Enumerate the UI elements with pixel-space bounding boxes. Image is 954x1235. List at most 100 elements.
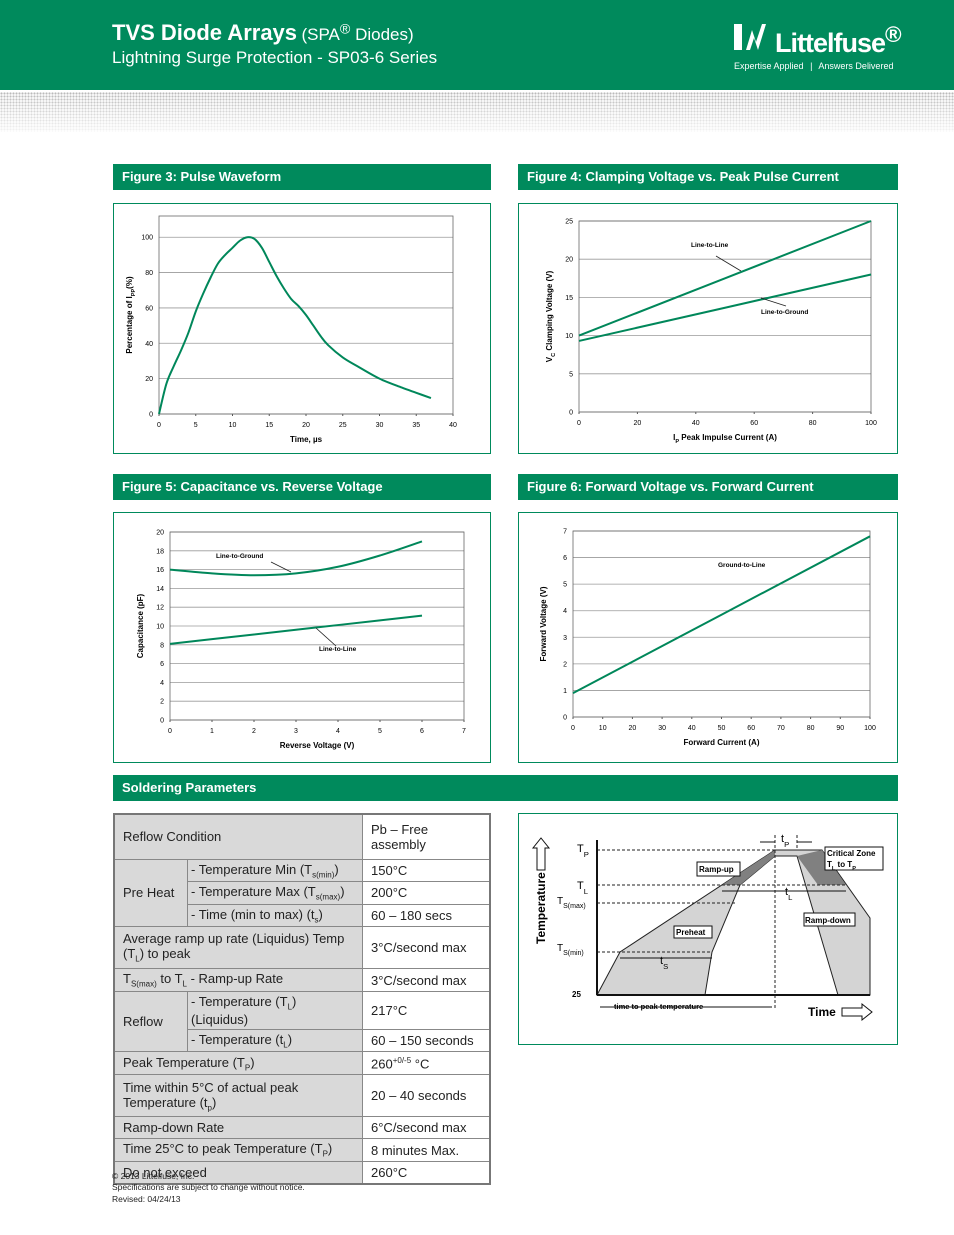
- text-part: to T: [835, 860, 852, 869]
- series-line: [158, 236, 432, 415]
- y-tick-label: 14: [156, 586, 164, 593]
- dot-band: [0, 92, 954, 132]
- script-text: L: [287, 1002, 293, 1012]
- script-text: S(min): [563, 950, 584, 957]
- y-tick-label: 3: [563, 635, 567, 642]
- label-cell: Pre Heat: [113, 858, 188, 928]
- label-cell: - Temperature (tL): [187, 1028, 363, 1053]
- label-cell: Do not exceed: [113, 1161, 363, 1185]
- x-tick-label: 0: [577, 420, 581, 427]
- x-tick-label: 4: [336, 728, 340, 735]
- value-cell: 60 – 180 secs: [362, 903, 491, 928]
- y-tick-label: 20: [156, 530, 164, 537]
- x-tick-label: 3: [294, 728, 298, 735]
- table-row: - Time (min to max) (ts) 60 – 180 secs: [114, 903, 491, 928]
- table-row: Time within 5°C of actual peak Temperatu…: [113, 1074, 491, 1118]
- label-cell: Reflow: [113, 991, 188, 1053]
- text-part: (%): [125, 276, 134, 289]
- text-part: Peak Impulse Current (A): [679, 433, 777, 442]
- y-tick-label: 2: [563, 661, 567, 668]
- y-tick-label: 40: [145, 341, 153, 348]
- label-cell: Time within 5°C of actual peak Temperatu…: [113, 1074, 363, 1118]
- x-tick-label: 40: [449, 422, 457, 429]
- series-line: [169, 540, 423, 577]
- text-part: V: [545, 356, 554, 362]
- series-line: [572, 535, 871, 694]
- y-tick-label: 7: [563, 529, 567, 536]
- x-label: Time: [808, 1005, 836, 1019]
- reflow-diagram: TP TL TS(max) TS(min) 25 Temperature Tim…: [531, 833, 884, 1022]
- level-label: TL: [577, 880, 589, 896]
- script-text: PP: [131, 289, 137, 297]
- value-cell: 200°C: [362, 881, 491, 905]
- y-tick-label: 0: [563, 715, 567, 722]
- y-tick-label: 6: [160, 661, 164, 668]
- text-part: t: [781, 833, 784, 845]
- plot-frame: [169, 531, 465, 721]
- logo: Littelfuse®: [775, 22, 902, 59]
- zone-label: Preheat: [676, 928, 706, 937]
- label-cell: Ramp-down Rate: [113, 1116, 363, 1140]
- y-tick-label: 18: [156, 548, 164, 555]
- text-part: T: [577, 880, 584, 892]
- interval-label: tL: [785, 886, 793, 902]
- text-part: ): [287, 1031, 293, 1047]
- x-tick-label: 10: [229, 422, 237, 429]
- y-tick-label: 4: [160, 680, 164, 687]
- section-title: Soldering Parameters: [113, 775, 898, 801]
- x-tick-label: 5: [378, 728, 382, 735]
- series-label: Ground-to-Line: [718, 562, 766, 569]
- x-tick-label: 0: [168, 728, 172, 735]
- script-text: s(max): [315, 892, 341, 902]
- figure-title: Figure 4: Clamping Voltage vs. Peak Puls…: [518, 164, 898, 190]
- table-row: Reflow Condition Pb – Free assembly: [113, 813, 491, 860]
- text-part: Time within 5°C of actual peak Temperatu…: [123, 1079, 299, 1110]
- text-part: ): [250, 1054, 255, 1070]
- y-tick-label: 60: [145, 305, 153, 312]
- script-text: P: [675, 439, 679, 445]
- label-cell: - Time (min to max) (ts): [187, 903, 363, 928]
- chart-box: 0 2 4 6 8 10 12 14 16 18 20 0 1 2 3 4 5 6 7 Reverse Voltage…: [113, 512, 491, 763]
- chart-box: 0 5 10 15 20 25 0 20 40 60 80 100 IP Peak Impulse Cu…: [518, 203, 898, 454]
- y-tick-label: 0: [149, 412, 153, 419]
- text-part: (SPA: [301, 25, 340, 44]
- value-cell: 150°C: [362, 858, 491, 883]
- x-tick-label: 35: [412, 422, 420, 429]
- chart-box: 0 20 40 60 80 100 0 5 10 15 20 25 30 35 40 Time, µs Perc…: [113, 203, 491, 454]
- x-tick-label: 15: [265, 422, 273, 429]
- label-cell: - Temperature (TL) (Liquidus): [187, 991, 363, 1030]
- level-label: TS(max): [557, 896, 586, 910]
- script-text: L: [832, 866, 836, 872]
- series-line: [169, 614, 423, 645]
- text-part: T: [557, 943, 563, 954]
- table-row: - Temperature (tL) 60 – 150 seconds: [114, 1028, 491, 1053]
- x-tick-label: 0: [571, 725, 575, 732]
- text-part: ) (Liquidus): [191, 994, 297, 1027]
- y-tick-label: 25: [565, 219, 573, 226]
- x-tick-label: 5: [194, 422, 198, 429]
- figure-title: Figure 3: Pulse Waveform: [113, 164, 491, 190]
- interval-label: time to peak temperature: [614, 1002, 703, 1011]
- x-tick-label: 20: [629, 725, 637, 732]
- text-part: ): [334, 861, 339, 877]
- plot-frame: [158, 215, 454, 415]
- table-row: Pre Heat - Temperature Min (Ts(min)) 150°C: [113, 858, 491, 928]
- zone-label: Critical Zone: [827, 849, 876, 858]
- text-part: ): [212, 1094, 217, 1110]
- footer-line: Specifications are subject to change wit…: [112, 1182, 305, 1192]
- text-part: T: [557, 896, 563, 907]
- x-tick-label: 20: [302, 422, 310, 429]
- y-tick-label: 20: [145, 376, 153, 383]
- script-text: P: [322, 1150, 328, 1160]
- y-axis-label: Forward Voltage (V): [539, 586, 548, 661]
- label-cell: Time 25°C to peak Temperature (TP): [113, 1138, 363, 1163]
- x-tick-label: 70: [777, 725, 785, 732]
- x-axis-label: IP Peak Impulse Current (A): [673, 433, 777, 445]
- figure-title: Figure 5: Capacitance vs. Reverse Voltag…: [113, 474, 491, 500]
- label-cell: TS(max) to TL - Ramp-up Rate: [113, 968, 363, 993]
- x-tick-label: 60: [750, 420, 758, 427]
- text-part: Time 25°C to peak Temperature (T: [123, 1141, 323, 1157]
- text-part: to T: [156, 971, 183, 987]
- level-label: TS(min): [557, 943, 584, 957]
